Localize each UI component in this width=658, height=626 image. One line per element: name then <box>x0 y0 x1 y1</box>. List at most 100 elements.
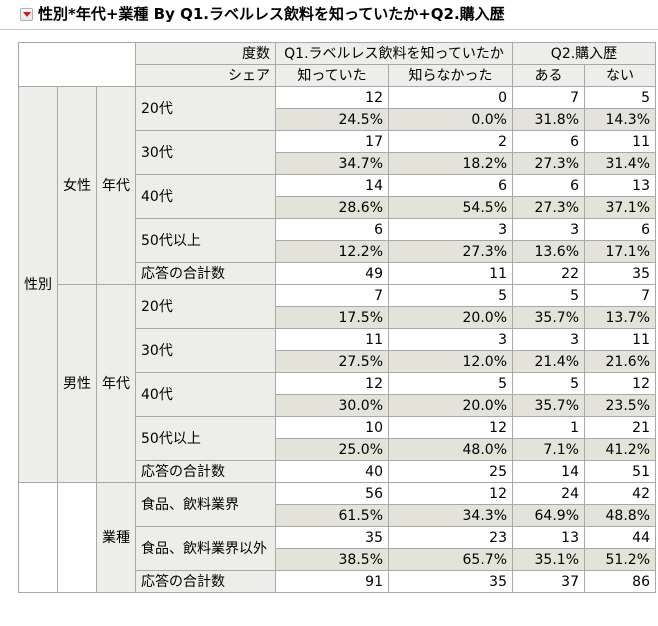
contingency-table: 度数 Q1.ラベルレス飲料を知っていたか Q2.購入歴 シェア 知っていた 知らなかったあ… <box>18 42 656 593</box>
share-cell: 21.6% <box>584 350 656 373</box>
count-cell: 3 <box>512 218 585 241</box>
share-cell: 41.2% <box>584 438 656 461</box>
share-cell: 48.0% <box>388 438 513 461</box>
count-cell: 5 <box>512 284 585 307</box>
column-header: ない <box>584 64 656 87</box>
column-header: 知らなかった <box>388 64 513 87</box>
row-label: 40代 <box>135 174 276 219</box>
total-cell: 14 <box>512 460 585 483</box>
count-cell: 3 <box>512 328 585 351</box>
row-label: 50代以上 <box>135 416 276 461</box>
count-cell: 35 <box>275 526 389 549</box>
header-row-frequency: 度数 Q1.ラベルレス飲料を知っていたか Q2.購入歴 <box>18 42 656 87</box>
corner-cell <box>18 42 136 87</box>
count-cell: 10 <box>275 416 389 439</box>
share-cell: 17.5% <box>275 306 389 329</box>
count-cell: 21 <box>584 416 656 439</box>
share-cell: 54.5% <box>388 196 513 219</box>
count-cell: 5 <box>388 284 513 307</box>
total-row: 応答の合計数 40 25 14 51 <box>19 460 656 483</box>
count-cell: 23 <box>388 526 513 549</box>
male-label: 男性 <box>57 284 97 483</box>
share-cell: 23.5% <box>584 394 656 417</box>
count-cell: 42 <box>584 482 656 505</box>
q1-header: Q1.ラベルレス飲料を知っていたか <box>275 42 513 65</box>
share-cell: 27.5% <box>275 350 389 373</box>
count-cell: 24 <box>512 482 585 505</box>
count-cell: 12 <box>584 372 656 395</box>
frequency-label: 度数 <box>135 42 276 65</box>
total-cell: 49 <box>275 262 389 285</box>
header-row-share: シェア 知っていた 知らなかった ある ない <box>19 64 656 87</box>
table-row: 40代 12 5 5 12 <box>19 372 656 417</box>
column-header: 知っていた <box>275 64 389 87</box>
count-cell: 7 <box>584 284 656 307</box>
female-label: 女性 <box>57 86 97 285</box>
table-row: 38.5% 65.7% 35.1% 51.2% <box>19 548 656 571</box>
count-cell: 11 <box>584 130 656 153</box>
table-row: 17.5% 20.0% 35.7% 13.7% <box>19 306 656 329</box>
count-cell: 3 <box>388 328 513 351</box>
count-cell: 0 <box>388 86 513 109</box>
share-cell: 20.0% <box>388 394 513 417</box>
row-label: 20代 <box>135 86 276 131</box>
count-cell: 6 <box>512 130 585 153</box>
row-label: 50代以上 <box>135 218 276 263</box>
table-row: 50代以上 10 12 1 21 <box>19 416 656 461</box>
table-row: 40代 14 6 6 13 <box>19 174 656 219</box>
share-cell: 30.0% <box>275 394 389 417</box>
total-cell: 11 <box>388 262 513 285</box>
row-label: 40代 <box>135 372 276 417</box>
count-cell: 5 <box>388 372 513 395</box>
share-cell: 25.0% <box>275 438 389 461</box>
count-cell: 56 <box>275 482 389 505</box>
table-row: 30代 17 2 6 11 <box>19 130 656 175</box>
table-row: 30.0% 20.0% 35.7% 23.5% <box>19 394 656 417</box>
table-row: 25.0% 48.0% 7.1% 41.2% <box>19 438 656 461</box>
share-cell: 31.8% <box>512 108 585 131</box>
share-cell: 35.7% <box>512 306 585 329</box>
disclosure-triangle-icon[interactable] <box>20 8 33 21</box>
share-cell: 61.5% <box>275 504 389 527</box>
share-cell: 21.4% <box>512 350 585 373</box>
share-cell: 48.8% <box>584 504 656 527</box>
count-cell: 44 <box>584 526 656 549</box>
blank-cell <box>57 482 97 593</box>
column-header: ある <box>512 64 585 87</box>
share-cell: 20.0% <box>388 306 513 329</box>
share-cell: 27.3% <box>512 152 585 175</box>
table-row: 男性 年代 20代 7 5 5 7 <box>19 284 656 483</box>
share-cell: 65.7% <box>388 548 513 571</box>
count-cell: 12 <box>388 416 513 439</box>
share-cell: 12.0% <box>388 350 513 373</box>
count-cell: 12 <box>275 372 389 395</box>
table-row: 性別 女性 年代 20代 12 0 7 5 <box>18 86 656 483</box>
q2-header: Q2.購入歴 <box>512 42 656 65</box>
blank-cell <box>18 482 58 593</box>
total-cell: 91 <box>275 570 389 593</box>
count-cell: 11 <box>275 328 389 351</box>
count-cell: 17 <box>275 130 389 153</box>
share-cell: 37.1% <box>584 196 656 219</box>
gender-label: 性別 <box>18 86 58 483</box>
count-cell: 13 <box>584 174 656 197</box>
table-row: 34.7% 18.2% 27.3% 31.4% <box>19 152 656 175</box>
row-label: 30代 <box>135 328 276 373</box>
share-cell: 18.2% <box>388 152 513 175</box>
share-cell: 38.5% <box>275 548 389 571</box>
age-label: 年代 <box>96 284 136 483</box>
count-cell: 14 <box>275 174 389 197</box>
table-row: 61.5% 34.3% 64.9% 48.8% <box>19 504 656 527</box>
total-cell: 37 <box>512 570 585 593</box>
share-label: シェア <box>135 64 276 87</box>
share-cell: 64.9% <box>512 504 585 527</box>
total-cell: 22 <box>512 262 585 285</box>
total-cell: 35 <box>584 262 656 285</box>
count-cell: 13 <box>512 526 585 549</box>
count-cell: 6 <box>275 218 389 241</box>
count-cell: 12 <box>388 482 513 505</box>
share-cell: 27.3% <box>388 240 513 263</box>
share-cell: 51.2% <box>584 548 656 571</box>
table-row: 30代 11 3 3 11 <box>19 328 656 373</box>
total-label: 応答の合計数 <box>135 262 276 285</box>
